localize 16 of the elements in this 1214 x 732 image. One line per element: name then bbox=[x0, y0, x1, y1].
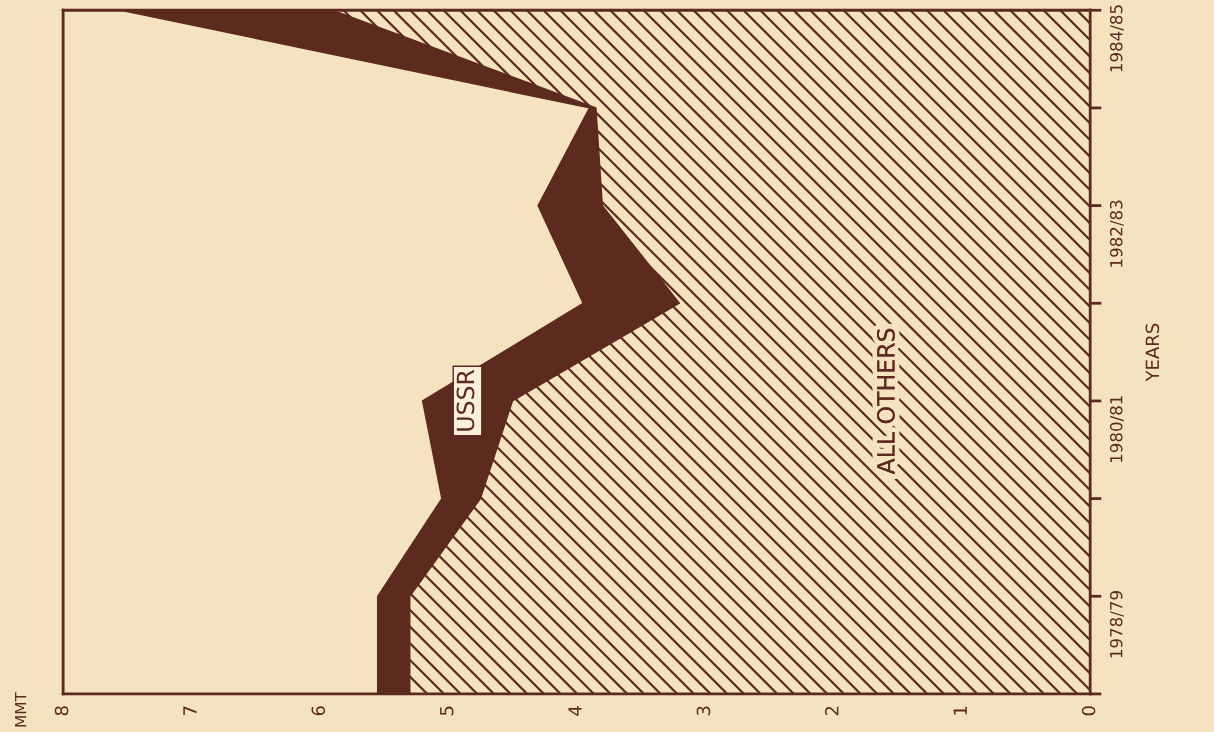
x-tick-label: 4 bbox=[568, 706, 582, 716]
x-tick-label: 8 bbox=[54, 706, 69, 716]
x-tick-label: 3 bbox=[696, 706, 711, 716]
x-tick-label: 5 bbox=[440, 706, 454, 716]
x-tick-label: 2 bbox=[824, 706, 839, 716]
x-tick-label: 6 bbox=[311, 706, 326, 716]
x-tick-label: 1 bbox=[953, 706, 967, 715]
x-tick-label: 7 bbox=[183, 706, 197, 716]
series-label: USSR bbox=[456, 369, 475, 431]
text: MMT bbox=[15, 692, 27, 727]
x-tick-label: 0 bbox=[1081, 706, 1096, 716]
y-tick-label: 1984/85 bbox=[1109, 5, 1124, 72]
y-tick-label: 1978/79 bbox=[1109, 591, 1124, 658]
y-tick-label: 1982/83 bbox=[1109, 200, 1124, 267]
y-axis-title: YEARS bbox=[1145, 323, 1160, 382]
y-tick-label: 1980/81 bbox=[1109, 396, 1124, 462]
